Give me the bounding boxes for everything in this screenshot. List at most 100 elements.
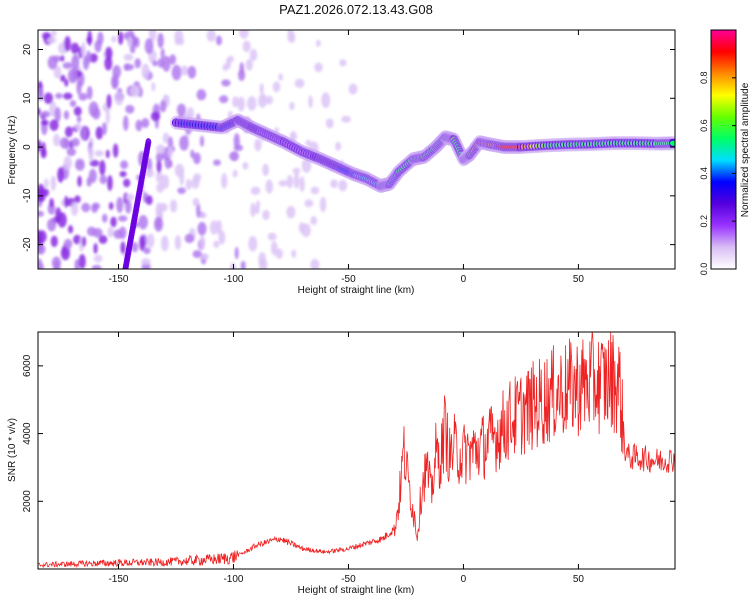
spectrogram-noise-cell <box>78 253 86 269</box>
spectrogram-noise-cell <box>159 202 168 212</box>
spectrogram-noise-cell <box>315 39 321 47</box>
spectrogram-noise-cell <box>123 53 134 61</box>
spectrogram-noise-cell <box>125 104 135 114</box>
spectrogram-noise-cell <box>62 62 73 69</box>
spectrogram-noise-cell <box>66 147 77 157</box>
spectrogram-noise-cell <box>139 235 146 252</box>
spectrogram-noise-cell <box>125 199 132 214</box>
spectrogram-noise-cell <box>97 31 104 46</box>
spectrogram-noise-cell <box>167 145 173 158</box>
spectrogram-noise-cell <box>242 162 249 170</box>
spectrogram-noise-cell <box>190 149 195 159</box>
spectrogram-noise-cell <box>135 119 143 132</box>
spectrogram-noise-cell <box>138 214 148 230</box>
spectrogram-noise-cell <box>168 160 173 168</box>
spectrogram-noise-cell <box>74 123 82 131</box>
colorbar-scale <box>710 29 737 270</box>
spectrogram-noise-cell <box>304 199 314 208</box>
spectrogram-noise-cell <box>261 93 266 102</box>
spectrogram-noise-cell <box>156 144 166 155</box>
spectrogram-noise-cell <box>199 135 205 147</box>
spectrogram-noise-cell <box>112 73 118 90</box>
spectrogram-noise-cell <box>294 78 305 88</box>
spectrogram-noise-cell <box>301 158 312 173</box>
spectrogram-noise-cell <box>38 139 42 152</box>
colorbar: 0.0 0.2 0.4 0.6 0.8 Normalized spectral ampl… <box>699 29 750 275</box>
spectrogram-noise-cell <box>220 173 228 189</box>
spectrogram-noise-cell <box>105 46 113 61</box>
spectrogram-noise-cell <box>341 115 351 123</box>
spectrogram-noise-cell <box>64 126 73 138</box>
spectrogram-noise-cell <box>141 63 150 80</box>
spectrogram-noise-cell <box>145 168 154 178</box>
spectrogram-noise-cell <box>40 119 49 126</box>
spectrogram-noise-cell <box>49 119 59 131</box>
spectrogram-noise-cell <box>53 133 61 147</box>
spectrogram-noise-cell <box>215 219 222 235</box>
snr-x-tick-label: -50 <box>341 574 356 585</box>
spectrogram-noise-cell <box>130 85 140 98</box>
spectrogram-noise-cell <box>60 55 65 62</box>
spectrogram-noise-cell <box>292 167 301 175</box>
spectrogram-noise-cell <box>38 258 43 269</box>
snr-series-line <box>38 332 675 569</box>
spectrogram-noise-cell <box>88 168 97 184</box>
spectrogram-noise-cell <box>106 94 112 109</box>
spectrogram-noise-cell <box>94 150 104 157</box>
spectrogram-noise-cell <box>155 218 162 229</box>
spectrogram-noise-cell <box>63 238 73 249</box>
spectrogram-noise-cell <box>110 216 117 228</box>
spectrogram-noise-cell <box>192 197 200 207</box>
spectrogram-noise-cell <box>227 55 235 63</box>
colorbar-tick-label: 0.6 <box>699 119 709 132</box>
spectrogram-image <box>38 30 675 269</box>
spectrogram-noise-cell <box>114 90 124 106</box>
spectrogram-noise-cell <box>41 110 51 118</box>
spectrogram-noise-cell <box>330 179 338 189</box>
spectrogram-noise-cell <box>113 229 123 239</box>
spectrogram-noise-cell <box>286 205 296 219</box>
spectrogram-noise-cell <box>43 92 53 105</box>
spectrogram-noise-cell <box>69 100 77 108</box>
spectrogram-noise-cell <box>267 232 277 241</box>
spectrogram-noise-cell <box>199 235 206 251</box>
spectrogram-noise-cell <box>81 202 91 213</box>
spectrogram-noise-cell <box>107 226 114 238</box>
spectrogram-noise-cell <box>171 64 182 81</box>
spectrogram-noise-cell <box>156 182 164 193</box>
spectrogram-noise-cell <box>40 147 47 159</box>
spectrogram-noise-cell <box>93 242 98 255</box>
spectrogram-noise-cell <box>64 36 71 52</box>
spectrogram-noise-cell <box>179 135 189 151</box>
spectrogram-noise-cell <box>150 111 161 122</box>
spectrogram-noise-cell <box>73 234 82 245</box>
spectrogram-noise-cell <box>63 155 72 171</box>
spectrogram-noise-cell <box>325 118 334 129</box>
spectrogram-noise-cell <box>174 235 182 250</box>
colorbar-tick-label: 0.2 <box>699 215 709 228</box>
spectrogram-noise-cell <box>209 220 219 235</box>
spectrogram-noise-cell <box>219 95 229 104</box>
spectrogram-noise-cell <box>339 59 347 67</box>
spectrogram-noise-cell <box>184 233 195 244</box>
spectrogram-noise-cell <box>242 40 251 53</box>
spectrogram-frame <box>37 29 676 270</box>
spectrogram-noise-cell <box>91 202 101 210</box>
spectrogram-noise-cell <box>162 132 170 144</box>
spectrogram-noise-cell <box>134 37 140 48</box>
spectrogram-noise-cell <box>270 240 278 256</box>
spectrogram-y-tick-label: -10 <box>22 188 33 203</box>
spectrogram-noise-cell <box>265 179 274 194</box>
spectrogram-noise-cell <box>249 48 258 62</box>
snr-x-tick-label: 0 <box>461 574 467 585</box>
spectrogram-y-tick-label: 0 <box>22 144 33 150</box>
snr-y-tick-label: 2000 <box>22 490 33 513</box>
spectrogram-noise-cell <box>232 96 239 108</box>
spectrogram-noise-cell <box>145 195 153 206</box>
spectrogram-noise-cell <box>197 221 207 236</box>
spectrogram-noise-cell <box>141 118 150 128</box>
spectrogram-noise-cell <box>265 95 273 105</box>
spectrogram-noise-cell <box>49 198 54 208</box>
spectrogram-x-tick-label: 0 <box>461 274 467 285</box>
snr-background <box>38 332 675 569</box>
